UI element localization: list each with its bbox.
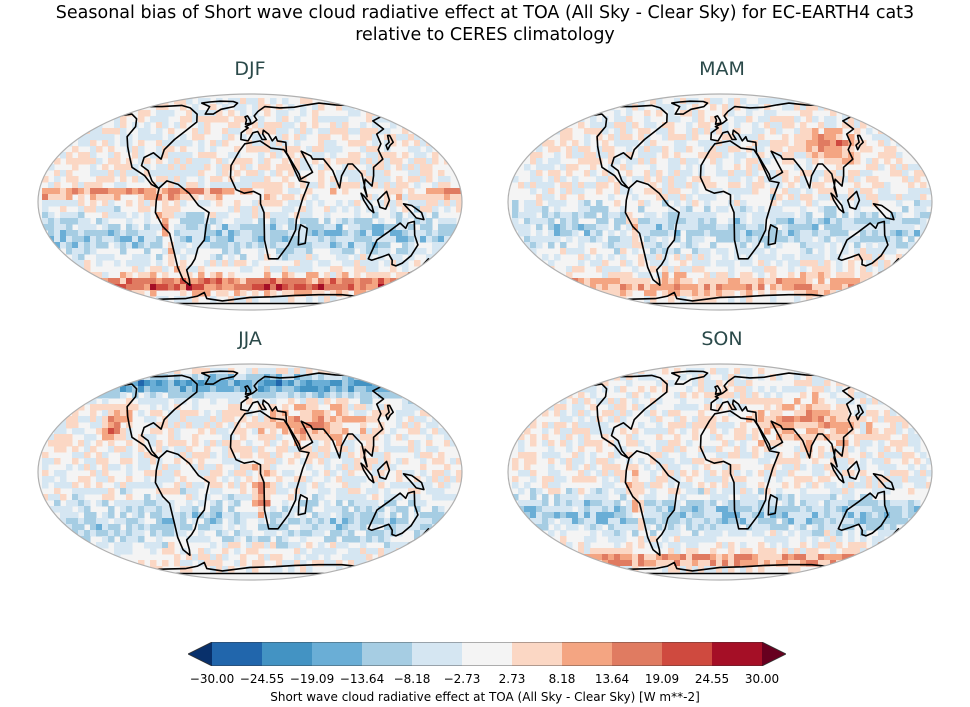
colorbar-segment [562,642,613,666]
map-outline-jja [37,363,463,581]
coastline-australia [837,220,889,267]
colorbar-segment [262,642,313,666]
coastline-northAmerica [587,104,668,189]
coastline-madagascar [297,224,308,246]
colorbar-segment [612,642,663,666]
coastline-greenland [671,370,709,385]
colorbar-segment [312,642,363,666]
coastline-africa [699,140,780,260]
coastline-sumatra [830,462,845,484]
coastline-madagascar [767,494,778,516]
coastline-newGuinea [402,473,425,491]
colorbar [188,642,786,666]
coastline-newGuinea [872,203,895,221]
colorbar-tick-label: −24.55 [239,672,285,686]
colorbar-segment [412,642,463,666]
coastline-australia [367,220,419,267]
map-panel-mam [507,93,933,311]
panel-title-mam: MAM [699,58,745,80]
coastline-greenland [671,100,709,115]
colorbar-tick-label: −13.64 [339,672,385,686]
colorbar-tick-label: 13.64 [594,672,630,686]
coastline-southAmerica [624,180,680,286]
title-line-1: Seasonal bias of Short wave cloud radiat… [55,3,915,23]
bias-field-jja [38,364,462,580]
colorbar-tick-label: −30.00 [189,672,235,686]
panel-title-jja: JJA [238,328,262,350]
colorbar-label: Short wave cloud radiative effect at TOA… [270,690,700,704]
coastline-sumatra [360,192,375,214]
coastline-borneo [376,460,391,480]
colorbar-tick-label: 19.09 [644,672,680,686]
coastline-greenland [201,370,239,385]
coastline-southAmerica [154,450,210,556]
map-outline-son [507,363,933,581]
colorbar-extend-high [762,642,786,666]
panel-title-djf: DJF [234,58,266,80]
colorbar-segment [462,642,513,666]
colorbar-segment [662,642,713,666]
map-panel-jja [37,363,463,581]
colorbar-tick-label: −19.09 [289,672,335,686]
coastline-africa [699,410,780,530]
map-outline-djf [37,93,463,311]
figure-title: Seasonal bias of Short wave cloud radiat… [0,2,970,46]
coastline-southAmerica [624,450,680,556]
colorbar-tick-label: 30.00 [744,672,780,686]
colorbar-extend-low [188,642,212,666]
title-line-2: relative to CERES climatology [355,25,615,45]
colorbar-segment [212,642,263,666]
coastline-northAmerica [587,374,668,459]
coastline-japan [385,134,394,151]
colorbar-tick-label: 24.55 [694,672,730,686]
coastline-borneo [846,190,861,210]
coastline-eurasia [710,102,863,198]
coastline-northAmerica [117,374,198,459]
coastline-madagascar [767,224,778,246]
coastline-eurasia [710,372,863,468]
coastline-greenland [201,100,239,115]
colorbar-segment [512,642,563,666]
coastline-newGuinea [872,473,895,491]
coastline-eurasia [240,102,393,198]
map-panel-djf [37,93,463,311]
coastline-borneo [846,460,861,480]
coastline-southAmerica [154,180,210,286]
coastline-borneo [376,190,391,210]
colorbar-segment [712,642,763,666]
colorbar-tick-label: −8.18 [393,672,431,686]
colorbar-segment [362,642,413,666]
colorbar-tick-label: 2.73 [498,672,526,686]
coastline-sumatra [830,192,845,214]
coastline-japan [385,404,394,421]
coastline-newGuinea [402,203,425,221]
coastline-madagascar [297,494,308,516]
coastline-africa [229,410,310,530]
coastline-japan [855,134,864,151]
map-outline-mam [507,93,933,311]
coastline-uk [244,385,252,395]
colorbar-ticks: −30.00 −24.55 −19.09 −13.64 −8.18 −2.73 2.73 8.… [0,672,970,688]
coastline-uk [714,385,722,395]
coastline-uk [244,115,252,125]
bias-field-son [508,364,932,580]
coastline-uk [714,115,722,125]
coastline-africa [229,140,310,260]
coastline-japan [855,404,864,421]
coastline-sumatra [360,462,375,484]
map-panel-son [507,363,933,581]
panel-title-son: SON [701,328,743,350]
coastline-northAmerica [117,104,198,189]
coastline-australia [367,490,419,537]
coastline-eurasia [240,372,393,468]
bias-field-mam [508,94,932,310]
colorbar-tick-label: −2.73 [443,672,481,686]
colorbar-tick-label: 8.18 [548,672,576,686]
coastline-australia [837,490,889,537]
